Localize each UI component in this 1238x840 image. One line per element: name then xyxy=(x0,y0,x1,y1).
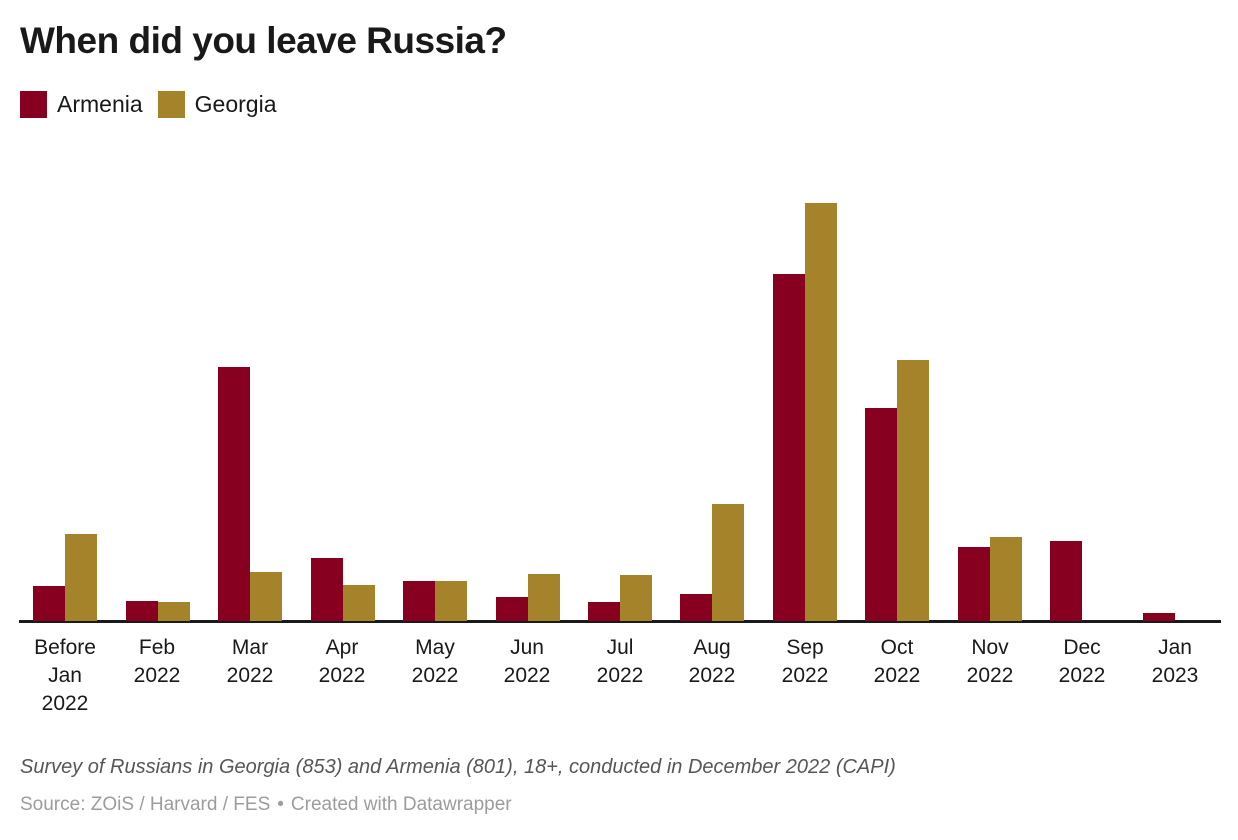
bar-georgia-aug-2022[interactable] xyxy=(712,504,744,621)
bar-georgia-jun-2022[interactable] xyxy=(528,574,560,621)
georgia-color-swatch xyxy=(157,91,185,118)
x-tick-label-jul-2022: Jul 2022 xyxy=(596,636,644,687)
bar-armenia-aug-2022[interactable] xyxy=(680,594,712,621)
legend-label-armenia: Armenia xyxy=(57,91,143,117)
x-tick-label-jun-2022: Jun 2022 xyxy=(503,636,551,687)
bar-armenia-dec-2022[interactable] xyxy=(1050,541,1082,621)
bar-armenia-feb-2022[interactable] xyxy=(126,601,158,621)
datawrapper-attribution-link[interactable]: Created with Datawrapper xyxy=(290,794,512,815)
x-tick-label-may-2022: May 2022 xyxy=(411,636,459,687)
bar-georgia-sep-2022[interactable] xyxy=(805,203,837,621)
source-text: Source: ZOiS / Harvard / FES xyxy=(20,794,271,815)
x-axis-line xyxy=(19,620,1221,623)
x-tick-label-dec-2022: Dec 2022 xyxy=(1058,636,1106,687)
x-tick-label-jan-2023: Jan 2023 xyxy=(1151,636,1199,687)
bar-armenia-jul-2022[interactable] xyxy=(588,602,620,621)
bar-georgia-before-jan-2022[interactable] xyxy=(65,534,97,621)
x-tick-label-sep-2022: Sep 2022 xyxy=(781,636,829,687)
bar-georgia-oct-2022[interactable] xyxy=(897,360,929,621)
x-tick-label-apr-2022: Apr 2022 xyxy=(318,636,366,687)
source-separator: • xyxy=(277,794,284,815)
bar-armenia-jan-2023[interactable] xyxy=(1143,613,1175,621)
x-tick-label-oct-2022: Oct 2022 xyxy=(873,636,921,687)
x-tick-label-feb-2022: Feb 2022 xyxy=(133,636,181,687)
bar-georgia-mar-2022[interactable] xyxy=(250,572,282,621)
bar-armenia-oct-2022[interactable] xyxy=(865,408,897,621)
bar-armenia-jun-2022[interactable] xyxy=(496,597,528,621)
legend-label-georgia: Georgia xyxy=(194,91,277,117)
x-tick-label-aug-2022: Aug 2022 xyxy=(688,636,736,687)
bar-armenia-apr-2022[interactable] xyxy=(311,558,343,621)
bar-georgia-nov-2022[interactable] xyxy=(990,537,1022,621)
x-tick-label-before-jan-2022: Before Jan 2022 xyxy=(34,636,96,715)
chart-notes: Survey of Russians in Georgia (853) and … xyxy=(20,756,896,778)
bar-armenia-nov-2022[interactable] xyxy=(958,547,990,621)
legend-item-georgia: Georgia xyxy=(157,91,277,118)
bar-georgia-apr-2022[interactable] xyxy=(343,585,375,621)
bar-georgia-feb-2022[interactable] xyxy=(158,602,190,621)
armenia-color-swatch xyxy=(20,91,47,118)
x-tick-label-mar-2022: Mar 2022 xyxy=(226,636,274,687)
legend: Armenia Georgia xyxy=(20,91,276,118)
x-tick-label-nov-2022: Nov 2022 xyxy=(966,636,1014,687)
bar-armenia-mar-2022[interactable] xyxy=(218,367,250,621)
source-line: Source: ZOiS / Harvard / FES • Created wit… xyxy=(20,794,512,816)
bar-armenia-may-2022[interactable] xyxy=(403,581,435,621)
bar-armenia-sep-2022[interactable] xyxy=(773,274,805,621)
legend-item-armenia: Armenia xyxy=(20,91,143,118)
bar-georgia-may-2022[interactable] xyxy=(435,581,467,621)
bar-armenia-before-jan-2022[interactable] xyxy=(33,586,65,621)
bar-georgia-jul-2022[interactable] xyxy=(620,575,652,621)
chart-title: When did you leave Russia? xyxy=(20,20,507,61)
